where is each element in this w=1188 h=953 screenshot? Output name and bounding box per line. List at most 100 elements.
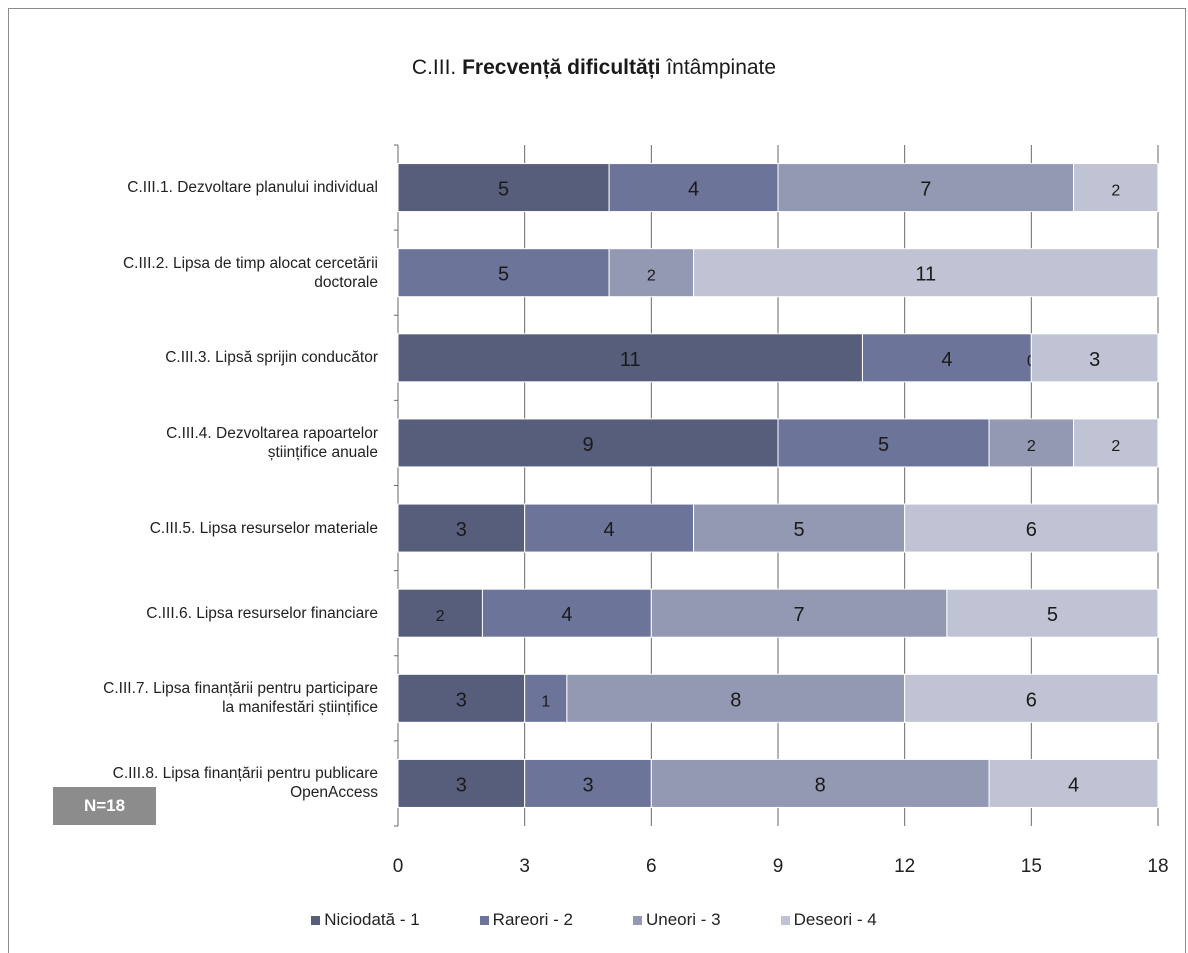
x-tick-label-6: 6 <box>646 856 657 877</box>
data-label-r7-s3: 8 <box>730 689 741 711</box>
data-label-r5-s2: 4 <box>604 519 615 541</box>
bar-segment-r8-s4 <box>988 758 1159 808</box>
bar-segment-r4-s4 <box>1073 418 1159 468</box>
data-label-r2-s2: 5 <box>498 264 509 286</box>
data-label-r3-s1: 11 <box>620 349 641 371</box>
bar-segment-r7-s4 <box>904 673 1159 723</box>
category-label-line: științifice anuale <box>267 443 378 461</box>
legend-swatch <box>780 915 790 925</box>
legend-swatch <box>632 915 642 925</box>
data-label-r1-s1: 5 <box>498 179 509 201</box>
data-label-r8-s2: 3 <box>582 774 593 796</box>
bar-segment-r5-s4 <box>904 503 1159 553</box>
data-label-r2-s4: 11 <box>915 264 936 286</box>
legend-label: Rareori - 2 <box>492 910 573 929</box>
bar-segment-r1-s2 <box>608 163 779 213</box>
bar-segment-r5-s2 <box>524 503 695 553</box>
legend-item-1: Niciodată - 1 <box>311 910 420 930</box>
bar-segment-r5-s1 <box>397 503 526 553</box>
bar-segment-r7-s2 <box>524 673 568 723</box>
bar-segment-r6-s2 <box>481 588 652 638</box>
data-label-r3-s2: 4 <box>941 349 952 371</box>
bar-segment-r6-s1 <box>397 588 483 638</box>
category-label-line: doctorale <box>314 273 378 291</box>
data-label-r6-s3: 7 <box>794 604 805 626</box>
sample-size-box: N=18 <box>53 787 156 825</box>
legend: Niciodată - 1 Rareori - 2 Uneori - 3 Deseor… <box>0 910 1188 930</box>
x-tick-label-15: 15 <box>1021 856 1042 877</box>
legend-item-3: Uneori - 3 <box>632 910 721 930</box>
data-label-r2-s3: 2 <box>647 268 656 285</box>
category-label-line: C.III.5. Lipsa resurselor materiale <box>149 519 378 537</box>
chart-frame <box>8 8 1186 953</box>
data-label-r6-s1: 2 <box>436 608 445 625</box>
category-label-line: OpenAccess <box>290 784 378 802</box>
legend-label: Uneori - 3 <box>645 910 721 929</box>
data-label-r4-s4: 2 <box>1111 438 1120 455</box>
data-label-r3-s4: 3 <box>1089 349 1100 371</box>
title-suffix: întâmpinate <box>666 56 777 79</box>
data-label-r4-s2: 5 <box>878 434 889 456</box>
data-label-r7-s4: 6 <box>1026 689 1037 711</box>
data-label-r7-s1: 3 <box>456 689 467 711</box>
category-label-line: C.III.7. Lipsa finanțării pentru partici… <box>103 680 378 698</box>
legend-label: Deseori - 4 <box>793 910 877 929</box>
category-label-line: C.III.1. Dezvoltare planului individual <box>127 179 378 197</box>
bar-segment-r3-s1 <box>397 333 863 383</box>
category-label-3: C.III.3. Lipsă sprijin conducător <box>0 348 378 367</box>
bar-segment-r7-s1 <box>397 673 526 723</box>
bar-segment-r6-s4 <box>946 588 1159 638</box>
data-label-r8-s3: 8 <box>815 774 826 796</box>
chart-title: C.III. Frecvență dificultăți întâmpinate <box>0 56 1188 80</box>
category-label-4: C.III.4. Dezvoltarea rapoartelor științif… <box>0 424 378 462</box>
bar-segment-r2-s2 <box>397 248 610 298</box>
x-tick-label-18: 18 <box>1147 856 1168 877</box>
data-label-r1-s4: 2 <box>1111 183 1120 200</box>
data-label-r5-s4: 6 <box>1026 519 1037 541</box>
x-tick-label-0: 0 <box>393 856 404 877</box>
bar-segment-r1-s3 <box>777 163 1075 213</box>
bar-segment-r8-s2 <box>524 758 652 808</box>
title-prefix: C.III. <box>411 56 457 79</box>
data-label-r4-s1: 9 <box>582 434 593 456</box>
data-label-r1-s3: 7 <box>920 179 931 201</box>
category-label-line: C.III.2. Lipsa de timp alocat cercetării <box>122 254 378 272</box>
bar-segment-r2-s4 <box>693 248 1159 298</box>
bar-segment-r1-s4 <box>1073 163 1159 213</box>
category-label-line: C.III.6. Lipsa resurselor financiare <box>146 604 378 622</box>
bar-segment-r4-s3 <box>988 418 1075 468</box>
bar-segment-r5-s3 <box>693 503 906 553</box>
legend-swatch <box>311 915 321 925</box>
bar-segment-r2-s3 <box>608 248 695 298</box>
legend-item-4: Deseori - 4 <box>780 910 877 930</box>
category-label-line: C.III.8. Lipsa finanțării pentru publica… <box>112 765 378 783</box>
x-tick-label-9: 9 <box>773 856 784 877</box>
x-tick-label-12: 12 <box>894 856 915 877</box>
category-label-line: C.III.3. Lipsă sprijin conducător <box>165 349 378 367</box>
bar-segment-r4-s1 <box>397 418 779 468</box>
category-label-5: C.III.5. Lipsa resurselor materiale <box>0 519 378 538</box>
category-label-line: la manifestări științifice <box>222 699 378 717</box>
legend-label: Niciodată - 1 <box>324 910 420 929</box>
category-label-line: C.III.4. Dezvoltarea rapoartelor <box>166 424 378 442</box>
data-label-r6-s4: 5 <box>1047 604 1058 626</box>
bar-segment-r7-s3 <box>566 673 906 723</box>
data-label-r6-s2: 4 <box>561 604 572 626</box>
bar-segment-r3-s4 <box>1030 333 1159 383</box>
bar-segment-r4-s2 <box>777 418 990 468</box>
data-label-r1-s2: 4 <box>688 179 699 201</box>
legend-swatch <box>479 915 489 925</box>
x-tick-label-3: 3 <box>519 856 530 877</box>
category-label-7: C.III.7. Lipsa finanțării pentru partici… <box>0 679 378 717</box>
bar-segment-r1-s1 <box>397 163 610 213</box>
title-bold: Frecvență dificultăți <box>462 56 661 79</box>
category-label-2: C.III.2. Lipsa de timp alocat cercetării… <box>0 254 378 292</box>
data-label-r8-s1: 3 <box>456 774 467 796</box>
legend-item-2: Rareori - 2 <box>479 910 573 930</box>
data-label-r5-s1: 3 <box>456 519 467 541</box>
data-label-r5-s3: 5 <box>794 519 805 541</box>
data-label-r7-s2: 1 <box>541 693 550 710</box>
category-label-1: C.III.1. Dezvoltare planului individual <box>0 178 378 197</box>
bar-segment-r6-s3 <box>650 588 948 638</box>
